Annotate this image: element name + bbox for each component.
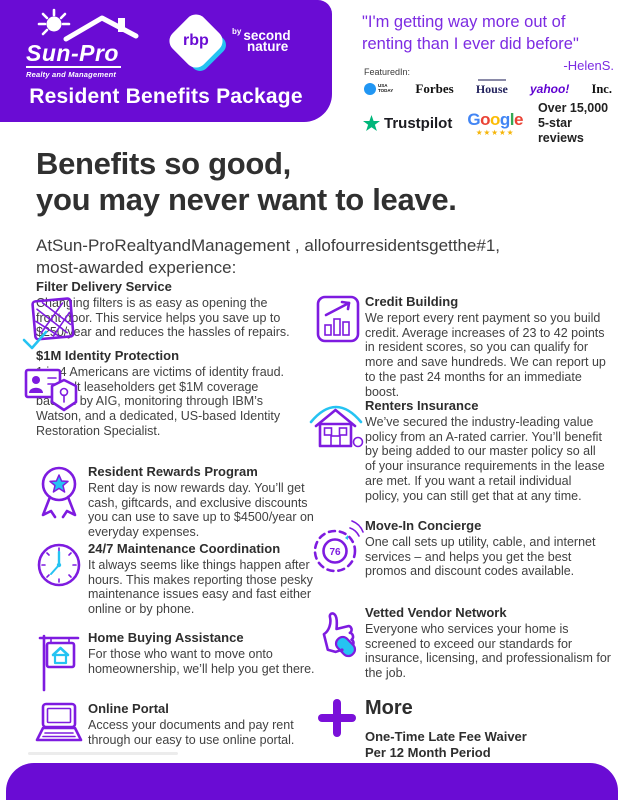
svg-text:76: 76: [329, 547, 341, 558]
rewards-medal-icon: [41, 466, 77, 519]
benefit-body: Everyone who services your home is scree…: [365, 622, 611, 681]
review-summary-line2: 5-star reviews: [537, 116, 584, 145]
benefit-title: Move-In Concierge: [365, 518, 482, 533]
press-logo-row: USA TODAY Forbes House yahoo! Inc.: [364, 78, 612, 97]
trustpilot-label: Trustpilot: [384, 115, 453, 132]
quote-attribution: -HelenS.: [563, 57, 614, 73]
more-item-line2: Per 12 Month Period: [365, 745, 491, 761]
benefit-body: We report every rent payment so you buil…: [365, 311, 606, 399]
intro-text: AtSun-ProRealtyandManagement , allofourr…: [36, 235, 500, 279]
partner-line1: second: [243, 28, 291, 43]
rbp-label: rbp: [183, 32, 209, 49]
benefit-title: Credit Building: [365, 294, 459, 309]
usa-today-dot-icon: [364, 83, 376, 95]
headline-line2: you may never want to leave.: [36, 182, 457, 218]
benefit-maintenance: 24/7 Maintenance Coordination It always …: [30, 541, 322, 617]
rbp-logo: rbp: [164, 9, 230, 75]
insured-house-icon: [309, 405, 364, 448]
house-logo: House: [475, 78, 508, 96]
identity-shield-icon: [24, 368, 78, 412]
benefit-home-buying: Home Buying Assistance For those who wan…: [30, 630, 322, 692]
partner-by: by: [232, 27, 242, 36]
headline-line1: Benefits so good,: [36, 146, 291, 181]
header-banner: Sun-Pro Realty and Management rbp by seco…: [0, 0, 332, 122]
featured-in-section: FeaturedIn: USA TODAY Forbes House yahoo…: [364, 67, 612, 97]
air-filter-icon: [22, 297, 75, 350]
benefit-vetted-vendors: Vetted Vendor Network Everyone who servi…: [309, 605, 613, 681]
reviews-row: Trustpilot Google ★★★★★ Over 15,000 5-st…: [363, 101, 618, 146]
benefit-renters-insurance: Renters Insurance We’ve secured the indu…: [307, 398, 611, 503]
benefit-title: 24/7 Maintenance Coordination: [88, 541, 281, 556]
rbp-badge: rbp: [164, 9, 228, 73]
intro-line1: AtSun-ProRealtyandManagement , allofourr…: [36, 236, 501, 255]
benefit-move-in-concierge: 76 Move-In Concierge One call sets up ut…: [309, 518, 611, 579]
package-title: Resident Benefits Package: [29, 85, 303, 108]
benefit-filter-delivery: Filter Delivery Service Changing filters…: [36, 279, 292, 340]
sunpro-logo: Sun-Pro Realty and Management: [26, 8, 166, 79]
brand-tagline: Realty and Management: [26, 70, 117, 79]
review-summary: Over 15,000 5-star reviews: [538, 101, 618, 146]
benefit-body: One call sets up utility, cable, and int…: [365, 535, 596, 579]
partner-line2: nature: [247, 39, 289, 54]
laptop-icon: [35, 702, 83, 742]
clock-icon: [37, 543, 81, 587]
yahoo-logo: yahoo!: [529, 82, 570, 96]
benefit-credit-building: Credit Building We report every rent pay…: [311, 294, 611, 399]
more-title: More: [365, 697, 413, 719]
thumbs-up-icon: [322, 612, 357, 658]
benefit-body: Rent day is now rewards day. You’ll get …: [88, 481, 314, 540]
benefit-body: 1 in 4 Americans are victims of identity…: [36, 365, 285, 438]
more-section: More One-Time Late Fee Waiver Per 12 Mon…: [309, 697, 611, 762]
trustpilot-badge: Trustpilot: [363, 115, 452, 132]
benefit-title: Home Buying Assistance: [88, 630, 244, 645]
intro-line2: most-awarded experience:: [36, 258, 237, 278]
second-nature-logo: by second nature: [232, 26, 291, 54]
quote-line1: "I'm getting way more out of: [362, 13, 566, 31]
benefit-title: Filter Delivery Service: [36, 279, 172, 294]
benefit-identity-protection: $1M Identity Protection 1 in 4 Americans…: [36, 348, 294, 439]
quote-line2: renting than I ever did before": [362, 34, 579, 53]
benefit-body: For those who want to move onto homeowne…: [88, 647, 315, 676]
plus-icon: [318, 699, 356, 737]
divider: [28, 752, 178, 755]
google-badge: Google ★★★★★: [467, 111, 523, 137]
featured-label: FeaturedIn:: [364, 67, 411, 77]
benefit-title: Online Portal: [88, 701, 169, 716]
credit-chart-icon: [316, 295, 360, 343]
sun-roof-icon: [37, 8, 139, 42]
benefit-online-portal: Online Portal Access your documents and …: [30, 701, 322, 747]
review-summary-line1: Over 15,000: [537, 101, 609, 115]
home-sign-icon: [38, 634, 80, 692]
benefit-resident-rewards: Resident Rewards Program Rent day is now…: [30, 464, 318, 540]
benefit-body: Changing filters is as easy as opening t…: [36, 296, 290, 340]
google-wordmark: Google: [467, 109, 523, 129]
forbes-logo: Forbes: [415, 81, 454, 96]
benefit-body: We’ve secured the industry-leading value…: [365, 415, 605, 503]
footer-bar: [6, 763, 618, 800]
inc-logo: Inc.: [591, 81, 612, 96]
more-item: One-Time Late Fee Waiver Per 12 Month Pe…: [365, 729, 527, 762]
google-stars-icon: ★★★★★: [475, 127, 515, 137]
more-item-line1: One-Time Late Fee Waiver: [365, 729, 527, 744]
benefit-title: $1M Identity Protection: [36, 348, 180, 363]
usa-today-line1: USA: [378, 83, 388, 89]
trustpilot-star-icon: [363, 115, 380, 131]
thermostat-icon: 76: [313, 520, 364, 573]
benefit-body: Access your documents and pay rent throu…: [88, 718, 295, 747]
benefit-body: It always seems like things happen after…: [88, 558, 313, 617]
usa-today-logo: USA TODAY: [364, 83, 393, 95]
benefit-title: Resident Rewards Program: [88, 464, 258, 479]
testimonial-quote: "I'm getting way more out of renting tha…: [362, 12, 614, 74]
page-title: Benefits so good, you may never want to …: [36, 146, 457, 219]
benefit-title: Renters Insurance: [365, 398, 479, 413]
brand-name: Sun-Pro: [26, 40, 121, 68]
benefit-title: Vetted Vendor Network: [365, 605, 507, 620]
usa-today-line2: TODAY: [378, 88, 394, 93]
